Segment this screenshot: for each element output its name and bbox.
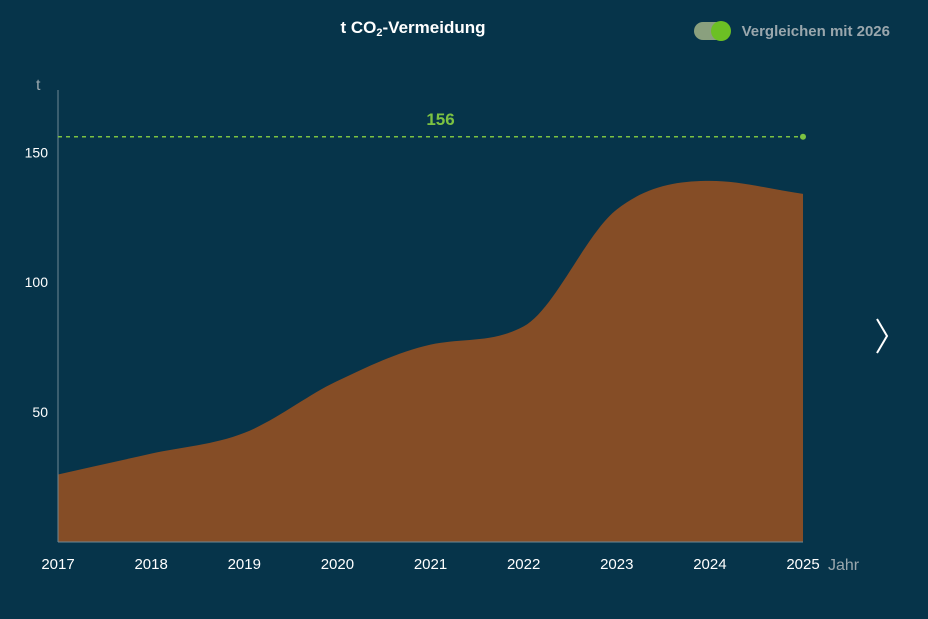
x-tick-label-2021: 2021 bbox=[414, 556, 447, 573]
x-tick-label-2024: 2024 bbox=[693, 556, 726, 573]
chevron-right-icon[interactable] bbox=[868, 314, 896, 358]
x-tick-label-2022: 2022 bbox=[507, 556, 540, 573]
x-tick-label-2017: 2017 bbox=[41, 556, 74, 573]
x-tick-label-2019: 2019 bbox=[228, 556, 261, 573]
y-axis-unit: t bbox=[36, 77, 41, 94]
x-tick-label-2020: 2020 bbox=[321, 556, 354, 573]
compare-toggle[interactable] bbox=[693, 21, 731, 41]
chart-title-suffix: -Vermeidung bbox=[382, 18, 486, 37]
x-tick-label-2025: 2025 bbox=[786, 556, 819, 573]
compare-toggle-label[interactable]: Vergleichen mit 2026 bbox=[741, 22, 890, 40]
target-end-dot bbox=[800, 133, 806, 140]
target-label: 156 bbox=[426, 110, 454, 129]
chart-title-prefix: t CO bbox=[340, 18, 377, 37]
y-tick-label-150: 150 bbox=[25, 144, 49, 160]
x-tick-label-2018: 2018 bbox=[134, 556, 167, 573]
x-axis-unit: Jahr bbox=[828, 557, 860, 574]
compare-toggle-group: Vergleichen mit 2026 bbox=[693, 21, 890, 41]
y-tick-label-50: 50 bbox=[32, 404, 48, 420]
y-tick-label-100: 100 bbox=[25, 274, 49, 290]
area-series bbox=[58, 180, 803, 542]
chart-title-subscript: 2 bbox=[376, 27, 383, 39]
toggle-knob bbox=[710, 21, 731, 41]
x-tick-label-2023: 2023 bbox=[600, 556, 633, 573]
chart-title: t CO2-Vermeidung bbox=[0, 18, 826, 39]
